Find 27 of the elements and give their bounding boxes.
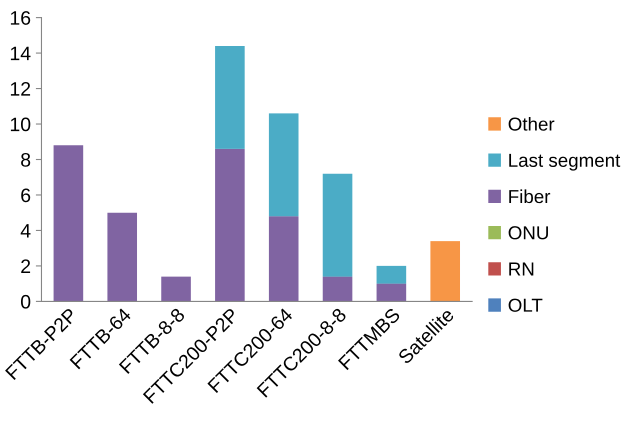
legend-label: RN [509,262,534,276]
y-tick-label: 2 [21,259,30,273]
bar [215,148,245,302]
bar [376,266,406,284]
bar [430,241,460,302]
bar [54,145,84,302]
legend-label: Last segment [509,154,620,171]
y-tick-label: 12 [10,82,30,96]
legend-label: ONU [508,226,548,240]
y-tick-label: 16 [10,11,30,25]
bar [215,46,245,149]
bar [268,216,299,302]
bar [322,174,352,277]
y-tick-label: 4 [20,224,30,238]
bar [107,212,138,302]
legend-label: Fiber [509,189,550,204]
bar [268,113,299,216]
bar [161,276,191,302]
bar [322,276,352,302]
bar [376,284,406,302]
legend-label: Other [508,116,554,131]
y-tick-label: 10 [10,117,30,132]
y-tick-label: 14 [10,46,30,60]
legend-label: OLT [508,298,542,312]
y-tick-label: 6 [21,188,30,202]
y-tick-label: 0 [21,294,30,309]
y-tick-label: 8 [21,152,30,167]
